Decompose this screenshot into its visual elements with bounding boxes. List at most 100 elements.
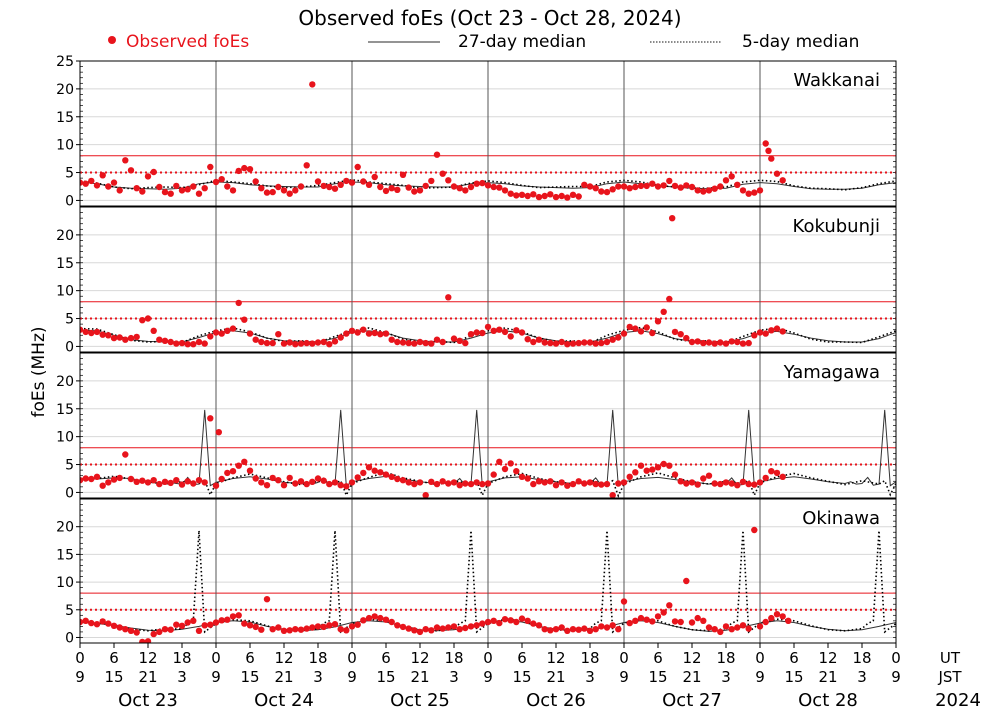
observed-point [263,596,271,603]
observed-point [439,338,446,346]
observed-point [105,620,112,627]
observed-point [671,182,679,190]
observed-point [722,479,730,486]
observed-point [626,473,633,480]
observed-point [309,478,316,485]
observed-point [700,475,707,482]
observed-point [184,341,191,348]
observed-point [229,187,237,194]
observed-point [173,182,180,190]
observed-point [207,415,214,422]
observed-point [201,479,208,486]
observed-point [360,326,367,333]
observed-point [598,188,605,195]
observed-point [654,318,662,325]
observed-point [428,340,435,347]
observed-point [518,473,526,480]
observed-point [717,339,724,346]
observed-point [734,338,741,346]
observed-point [405,625,412,632]
observed-point [416,628,424,636]
observed-point [337,334,344,341]
ut-tick-label: 12 [546,649,565,667]
observed-point [388,185,395,192]
observed-point [422,626,429,633]
observed-point [422,339,429,347]
ut-tick-label: 6 [381,649,391,667]
observed-point [93,621,101,628]
observed-point [768,468,775,475]
legend: Observed foEs 27-day median 5-day median [108,32,859,52]
panel-data [80,81,896,201]
observed-point [739,478,747,485]
observed-point [269,339,276,347]
observed-point [150,477,157,484]
observed-point [722,177,730,184]
observed-point [354,163,361,171]
observed-point [756,623,764,630]
observed-point [93,328,101,336]
observed-point [626,619,633,627]
observed-point [632,617,639,624]
observed-point [127,627,135,634]
observed-point [694,338,701,345]
legend-median5-label: 5-day median [742,32,859,52]
observed-point [377,183,384,191]
observed-point [411,188,418,195]
observed-point [490,327,497,334]
observed-point [779,613,786,620]
observed-point [127,334,135,342]
observed-point [541,339,548,346]
observed-point [581,339,588,346]
observed-point [411,480,418,488]
day-label: Oct 25 [390,690,450,711]
observed-point [303,339,310,347]
y-tick-label: 15 [56,547,74,563]
observed-point [524,192,531,200]
observed-point [564,341,571,348]
observed-point [309,81,316,88]
observed-point [484,618,492,626]
observed-point [535,622,543,629]
observed-point [541,479,548,486]
observed-point [275,624,282,631]
observed-point [484,480,492,487]
observed-point [144,479,152,486]
observed-point [224,469,231,477]
observed-point [547,627,554,634]
observed-point [139,477,146,484]
observed-point [620,479,628,486]
observed-point [654,183,662,190]
panel-yamagawa: 0 5 10 15 20 Yamagawa [56,352,897,501]
observed-point [649,466,656,473]
observed-point [110,179,118,186]
observed-point [745,625,752,632]
observed-point [626,185,633,192]
observed-point [620,330,628,337]
observed-point [547,339,554,347]
observed-point [632,183,639,191]
observed-point [552,340,560,347]
observed-point [88,619,95,627]
observed-point [297,626,305,633]
observed-point [365,614,373,622]
observed-point [173,477,180,484]
observed-point [116,187,123,194]
y-tick-label: 0 [65,193,74,209]
observed-point [156,480,163,488]
observed-point [82,180,89,187]
observed-point [694,614,701,622]
y-axis-label: foEs (MHz) [29,326,49,417]
observed-point [637,328,645,335]
observed-point [705,624,713,631]
observed-point [144,638,152,643]
observed-point [110,622,118,629]
observed-point [603,188,611,196]
observed-point [212,329,220,336]
observed-point [552,482,560,489]
observed-point [643,467,650,474]
jst-tick-label: 21 [682,668,701,686]
observed-point [462,480,469,487]
observed-point [348,623,356,630]
observed-point [728,173,735,180]
